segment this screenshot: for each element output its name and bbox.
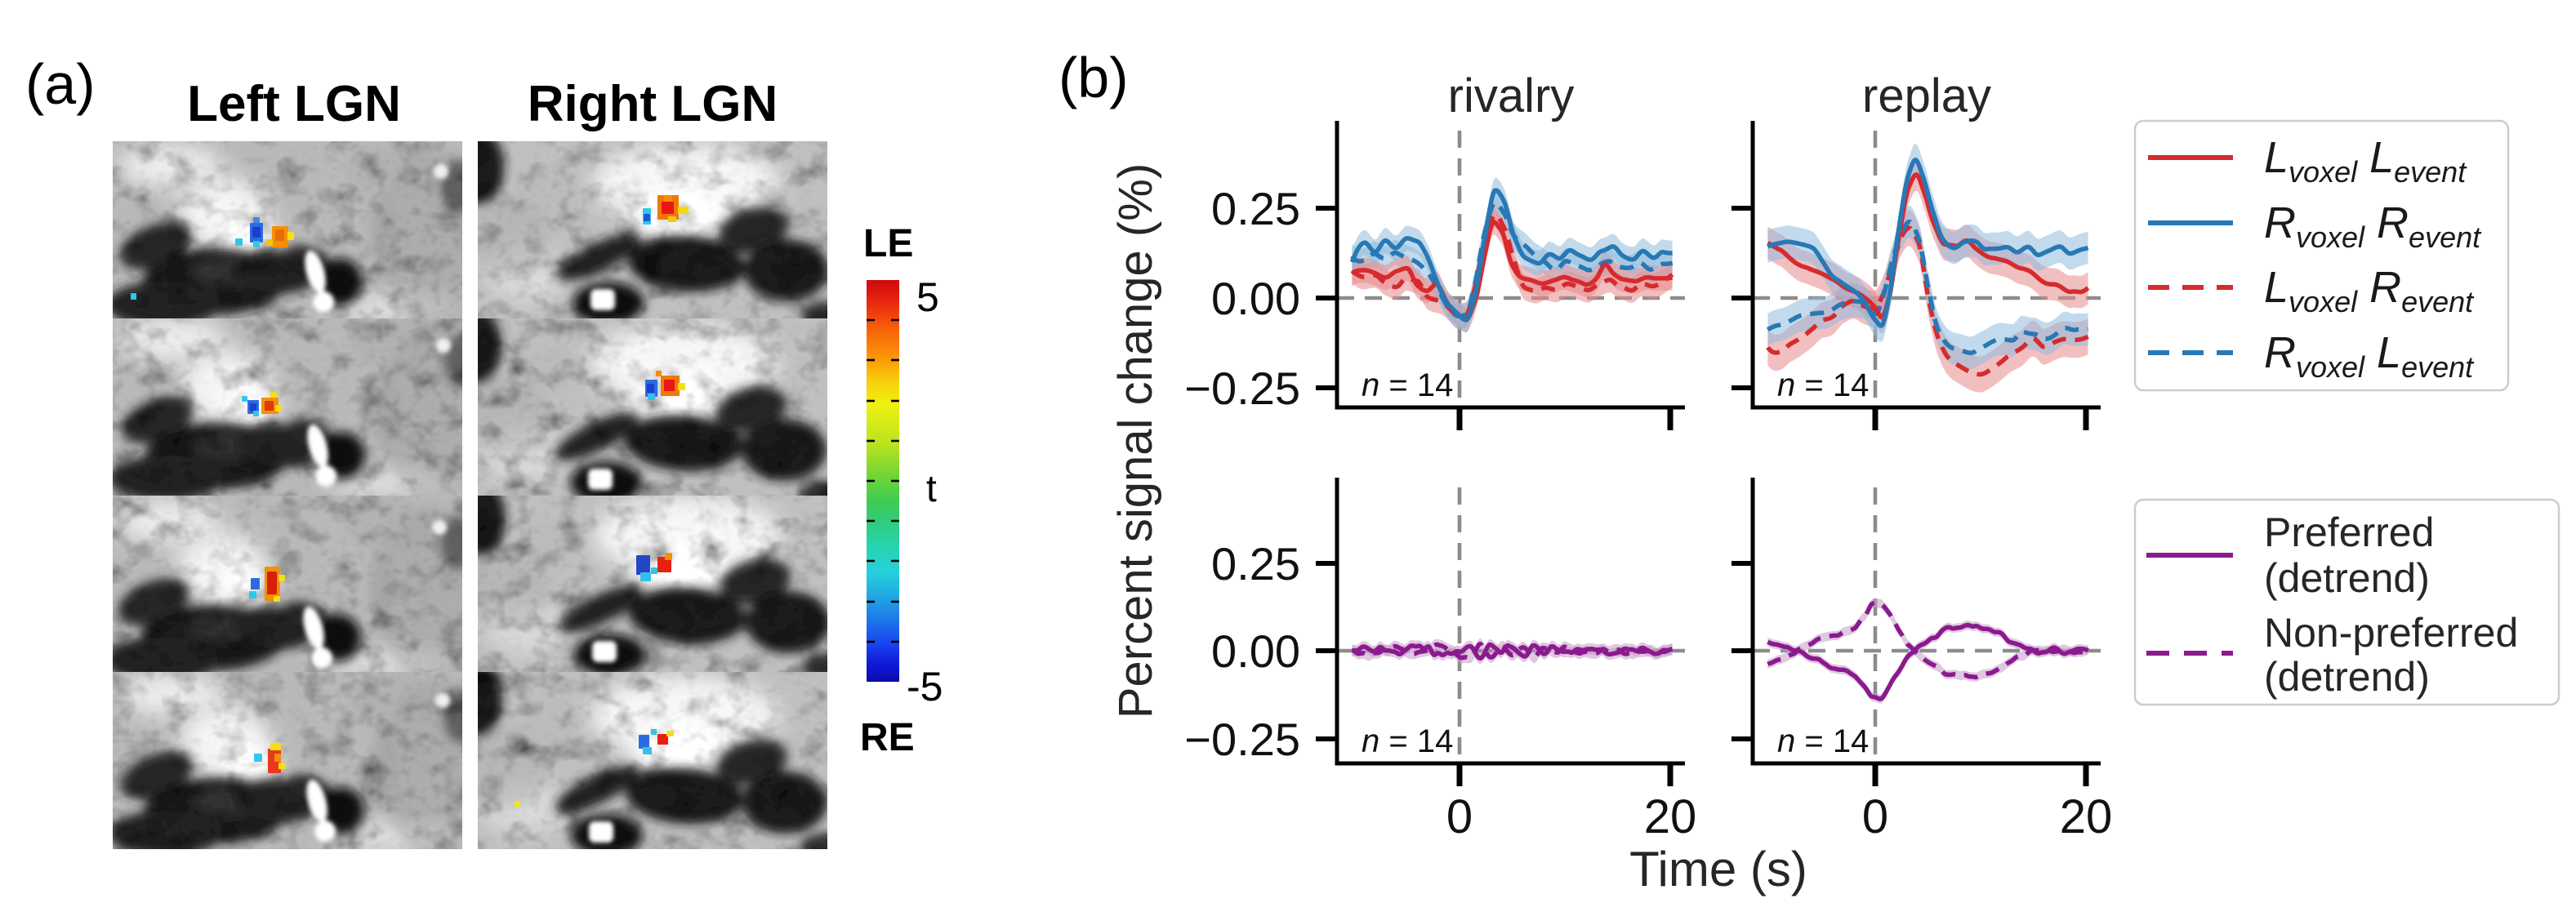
svg-text:5: 5 (916, 274, 939, 320)
svg-text:Non-preferred: Non-preferred (2264, 610, 2518, 656)
svg-text:Preferred: Preferred (2264, 509, 2434, 555)
svg-text:−0.25: −0.25 (1184, 714, 1300, 765)
svg-text:0: 0 (1446, 790, 1473, 843)
svg-text:20: 20 (1644, 790, 1697, 843)
svg-text:20: 20 (2060, 790, 2113, 843)
svg-text:n = 14: n = 14 (1362, 723, 1453, 759)
svg-text:(a): (a) (25, 52, 96, 116)
svg-text:(detrend): (detrend) (2264, 654, 2430, 700)
svg-text:n = 14: n = 14 (1362, 367, 1453, 403)
svg-text:Right LGN: Right LGN (528, 76, 778, 132)
svg-text:0.25: 0.25 (1211, 538, 1300, 589)
svg-text:Left LGN: Left LGN (187, 76, 401, 132)
svg-text:−0.25: −0.25 (1184, 363, 1300, 414)
svg-text:LE: LE (863, 222, 913, 265)
svg-text:0: 0 (1862, 790, 1888, 843)
svg-text:0.25: 0.25 (1211, 183, 1300, 234)
svg-text:(b): (b) (1058, 46, 1129, 109)
svg-text:-5: -5 (907, 664, 943, 710)
svg-text:0.00: 0.00 (1211, 273, 1300, 324)
svg-text:n = 14: n = 14 (1777, 723, 1869, 759)
svg-text:n = 14: n = 14 (1777, 367, 1869, 403)
svg-text:0.00: 0.00 (1211, 625, 1300, 677)
svg-text:rivalry: rivalry (1448, 69, 1575, 122)
svg-text:replay: replay (1862, 69, 1991, 122)
svg-text:Percent signal change (%): Percent signal change (%) (1109, 163, 1162, 718)
svg-text:t: t (926, 467, 937, 509)
svg-text:(detrend): (detrend) (2264, 555, 2430, 601)
svg-text:Time (s): Time (s) (1629, 842, 1807, 896)
svg-text:RE: RE (860, 716, 915, 759)
